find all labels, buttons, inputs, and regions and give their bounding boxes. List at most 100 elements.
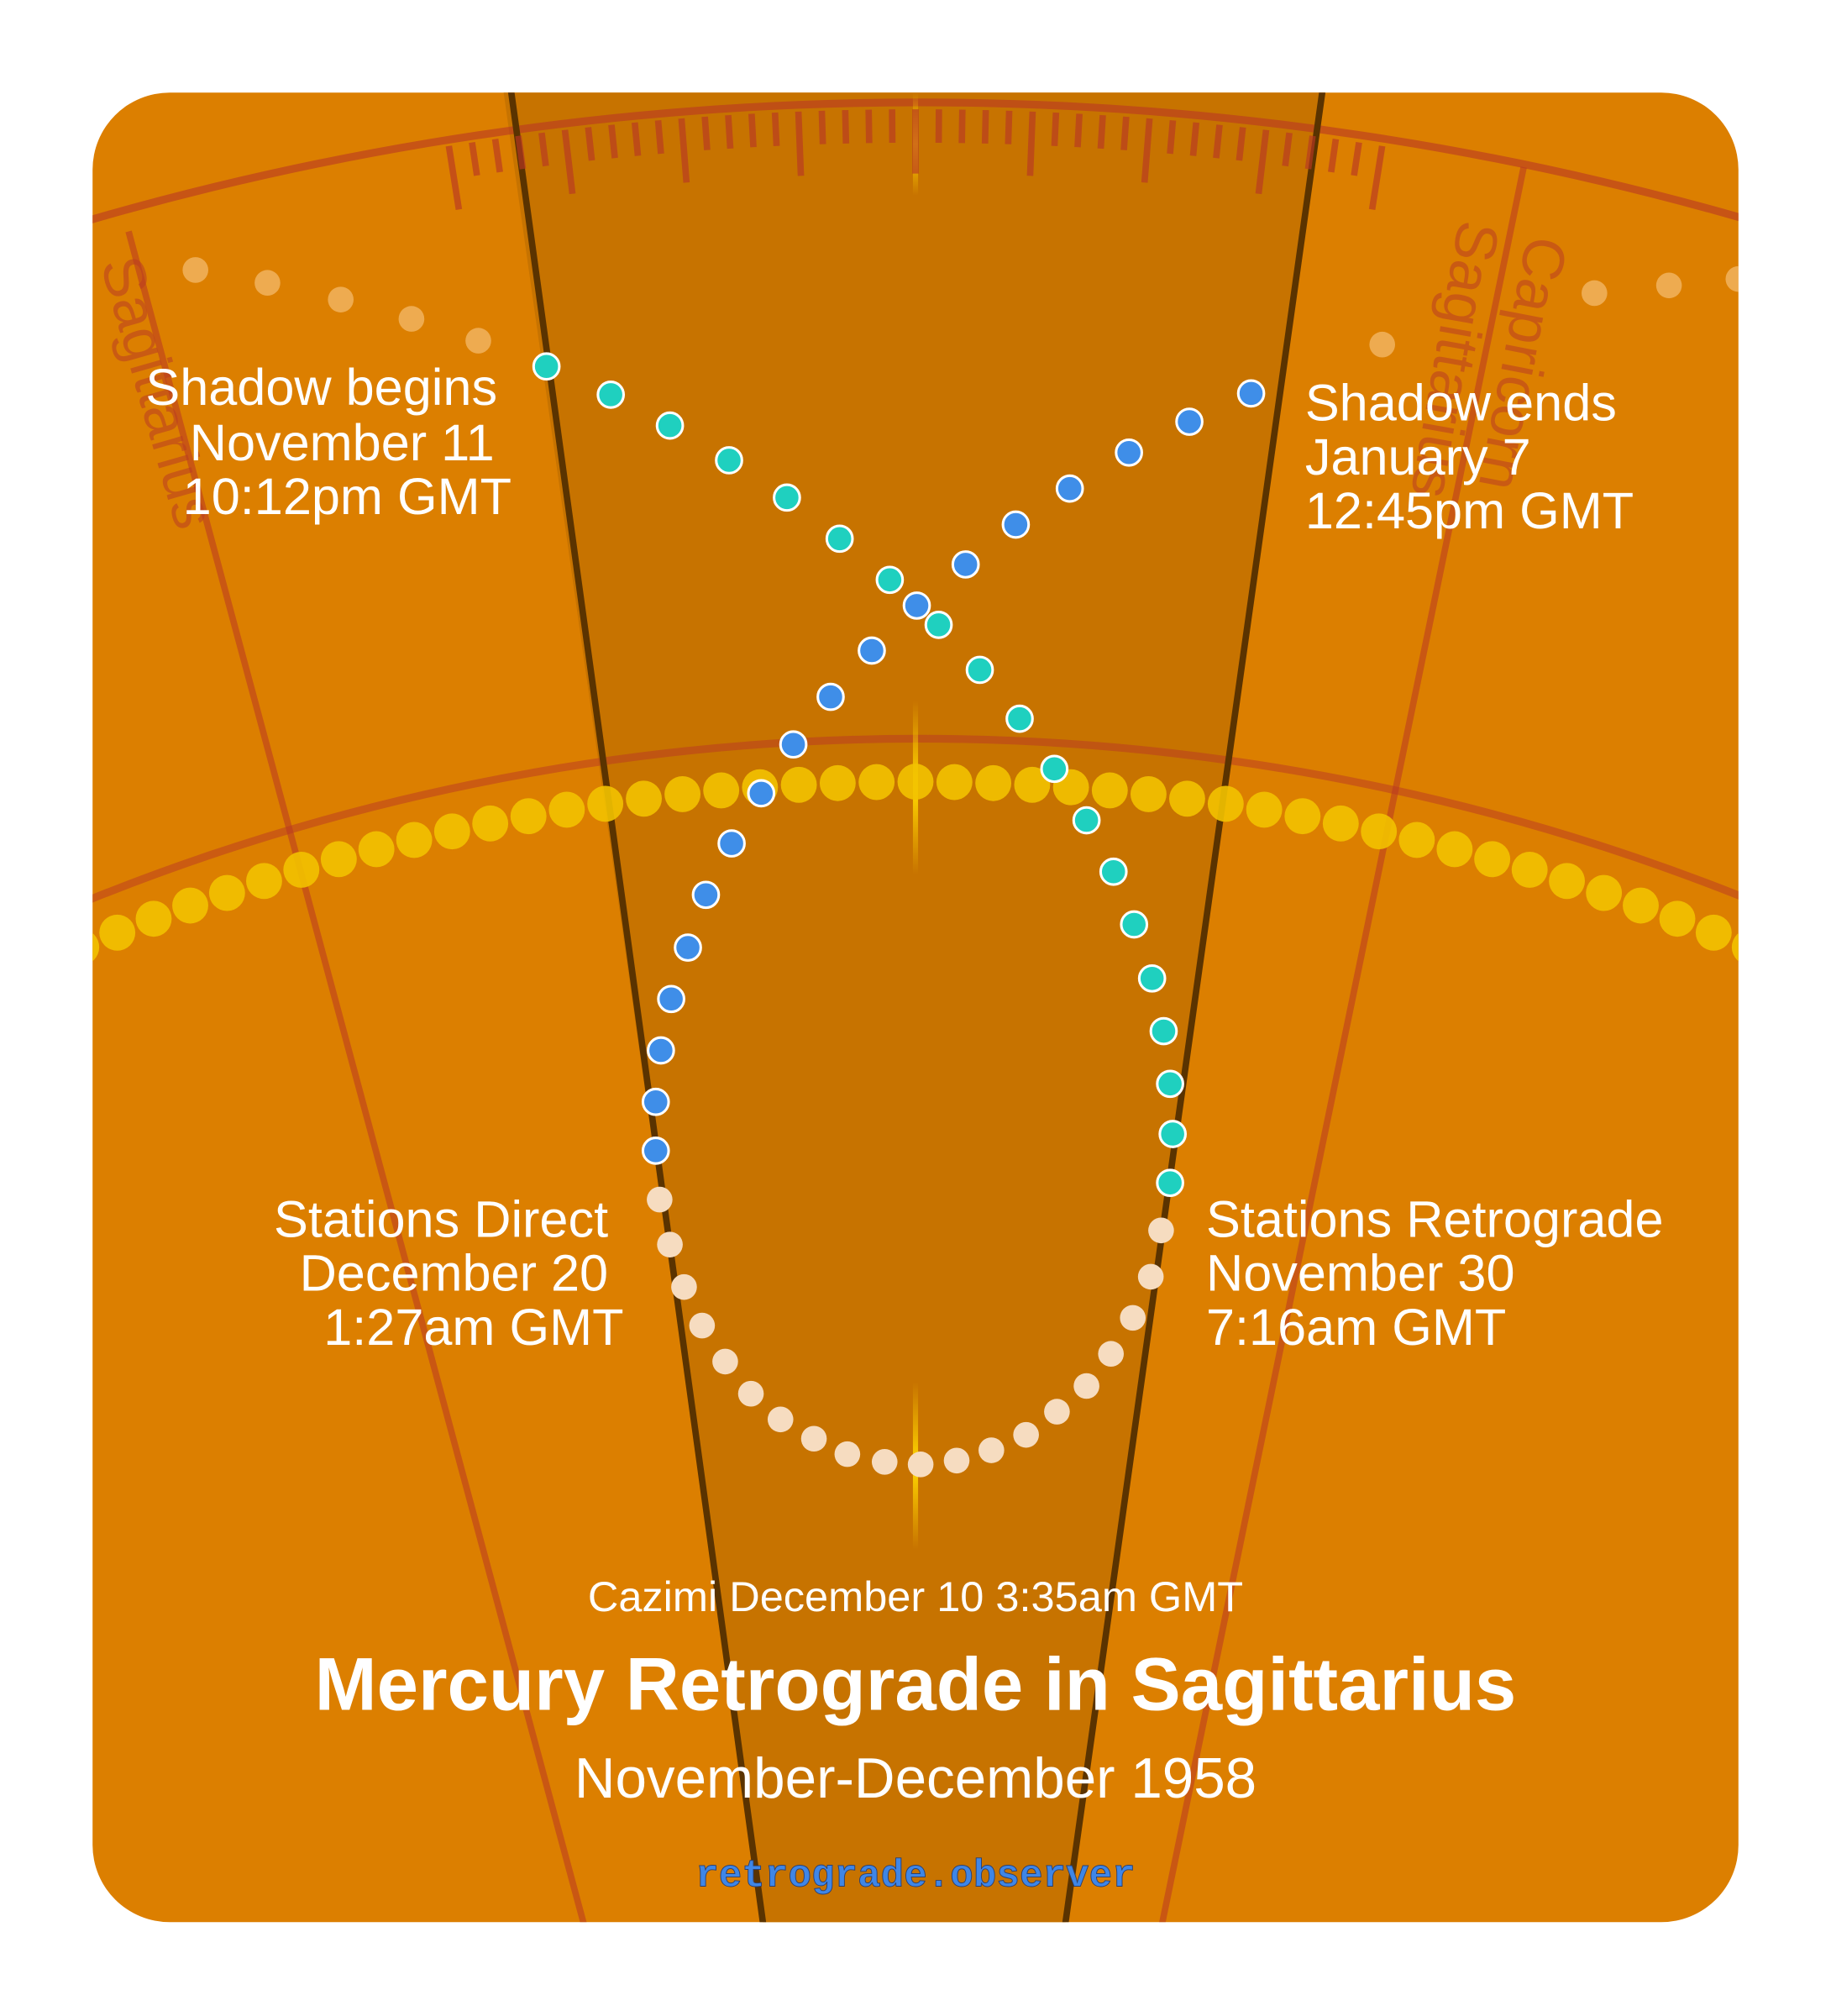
annotation: November 11 xyxy=(190,414,495,471)
post-shadow-dot xyxy=(858,636,886,665)
sun-dot xyxy=(92,929,100,966)
faint-dot xyxy=(398,306,425,332)
ring-tick xyxy=(608,124,618,159)
annotation: December 20 xyxy=(300,1245,609,1302)
ring-tick xyxy=(491,138,503,173)
sun-dot xyxy=(703,772,740,809)
title: Mercury Retrograde in Sagittarius xyxy=(315,1643,1517,1726)
ring-tick xyxy=(771,112,780,146)
sun-dot xyxy=(1398,822,1435,858)
sun-dot xyxy=(587,785,624,822)
ring-tick xyxy=(1328,138,1340,173)
ring-tick xyxy=(1141,118,1153,183)
retrograde-dot xyxy=(1120,1305,1146,1331)
sign-boundary xyxy=(1157,166,1527,1923)
annotation: 12:45pm GMT xyxy=(1305,482,1634,539)
ring-tick xyxy=(1213,124,1223,159)
pre-shadow-dot xyxy=(1156,1069,1184,1099)
ring-tick xyxy=(1304,135,1316,170)
faint-dot xyxy=(1369,331,1396,358)
ring-tick xyxy=(1097,114,1106,150)
ring-tick xyxy=(1051,112,1060,146)
sun-dot xyxy=(1284,798,1321,835)
annotation: Stations Retrograde xyxy=(1206,1190,1664,1247)
retrograde-dot xyxy=(800,1425,827,1452)
zodiac-ring xyxy=(92,98,1739,235)
sun-dot xyxy=(1731,929,1739,966)
annotation: Shadow begins xyxy=(145,359,497,416)
ring-tick xyxy=(842,109,850,144)
ring-tick xyxy=(1255,129,1270,195)
annotation: November 30 xyxy=(1206,1245,1515,1302)
faint-dot xyxy=(254,270,281,297)
mercury-path xyxy=(92,257,1739,1478)
post-shadow-dot xyxy=(816,682,845,711)
sun-dot xyxy=(897,764,934,801)
ring-tick xyxy=(1351,141,1362,176)
ring-tick xyxy=(1236,127,1246,161)
faint-dot xyxy=(1655,272,1682,299)
pre-shadow-dot xyxy=(875,565,905,595)
pre-shadow-dot xyxy=(1137,963,1167,993)
ring-tick xyxy=(1368,145,1386,211)
pre-shadow-dot xyxy=(1099,857,1128,886)
retrograde-dot xyxy=(712,1348,738,1375)
ring-tick xyxy=(1189,122,1200,156)
sun-dot xyxy=(1511,851,1548,888)
sun-dot xyxy=(208,874,245,911)
ring-tick xyxy=(1005,110,1013,144)
ring-tick xyxy=(585,127,595,161)
retrograde-dot xyxy=(871,1449,898,1475)
ring-tick xyxy=(981,109,989,144)
sun-dot xyxy=(936,764,973,801)
sun-dot xyxy=(320,841,357,878)
retrograde-dot xyxy=(978,1437,1005,1463)
faint-dot xyxy=(1582,280,1608,307)
pre-shadow-dot xyxy=(1072,806,1101,835)
retrograde-dot xyxy=(1098,1341,1125,1368)
sun-dot xyxy=(172,887,208,924)
post-shadow-dot xyxy=(1175,407,1204,436)
post-shadow-dot xyxy=(1236,379,1266,408)
annotation: 7:16am GMT xyxy=(1206,1299,1506,1356)
ring-tick xyxy=(469,141,480,176)
retrograde-dot xyxy=(907,1452,934,1478)
retrograde-dot xyxy=(671,1273,697,1300)
ring-tick xyxy=(561,129,576,195)
ring-tick xyxy=(654,120,664,155)
post-shadow-dot xyxy=(1055,474,1084,503)
annotation: Shadow ends xyxy=(1305,375,1617,432)
faint-dot xyxy=(1725,265,1739,292)
sun-dot xyxy=(1014,766,1051,803)
sun-dot xyxy=(1091,772,1128,809)
pre-shadow-dot xyxy=(715,446,743,475)
sun-dot xyxy=(858,764,895,801)
post-shadow-dot xyxy=(641,1137,670,1165)
pre-shadow-dot xyxy=(825,524,854,554)
ring-tick xyxy=(445,145,463,211)
sun-dot xyxy=(472,805,509,842)
ring-tick xyxy=(515,135,527,170)
shadow-boundary xyxy=(1061,92,1328,1923)
sun-dot xyxy=(1169,780,1205,817)
sun-dot xyxy=(1361,813,1398,850)
sun-dot xyxy=(1549,863,1585,900)
sun-dot xyxy=(510,798,547,835)
ring-tick xyxy=(701,116,711,150)
sun-dot xyxy=(358,831,395,868)
cazimi: Cazimi December 10 3:35am GMT xyxy=(588,1572,1243,1620)
sun-dot xyxy=(975,764,1012,801)
retrograde-dot xyxy=(657,1231,683,1257)
pre-shadow-dot xyxy=(1149,1016,1178,1046)
footer: retrograde.observer xyxy=(695,1854,1135,1898)
annotation: Stations Direct xyxy=(274,1190,608,1247)
shadow-boundary xyxy=(506,92,768,1923)
sun-dot xyxy=(1474,841,1511,878)
retrograde-dot xyxy=(689,1312,716,1339)
faint-dot xyxy=(465,328,491,354)
sun-dot xyxy=(396,822,433,858)
retrograde-dot xyxy=(1013,1421,1039,1448)
sun-dot xyxy=(1659,900,1696,937)
retrograde-dot xyxy=(1137,1263,1164,1290)
